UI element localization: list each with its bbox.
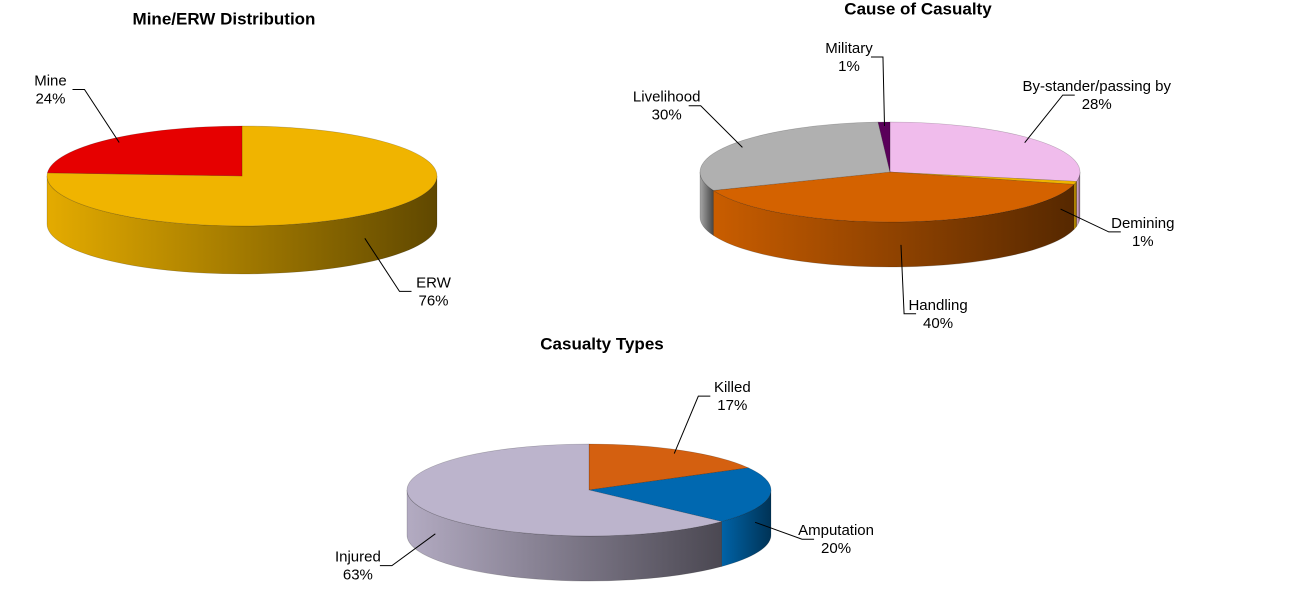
leader-line: [72, 88, 120, 143]
slice: [889, 171, 1078, 185]
slice-value-label: 1%: [838, 58, 860, 75]
leader-line: [673, 395, 711, 454]
slice: [588, 467, 772, 522]
slice-label: Mine: [34, 72, 67, 89]
slice-side: [1073, 180, 1077, 231]
slice-value-label: 1%: [1132, 233, 1154, 250]
slice-label: Handling: [908, 297, 967, 314]
slice: [406, 443, 722, 537]
leader-line: [688, 105, 743, 148]
slice-label: By-stander/passing by: [1023, 78, 1172, 95]
slice-side: [406, 489, 722, 582]
slice-label: Injured: [335, 549, 381, 566]
slice-value-label: 28%: [1082, 96, 1112, 113]
leader-line: [870, 56, 886, 127]
slice: [46, 125, 438, 227]
leader-line: [379, 533, 436, 567]
slice: [46, 125, 243, 177]
slice: [699, 121, 891, 191]
slice-value-label: 76%: [418, 292, 448, 309]
slice-label: Killed: [714, 379, 751, 396]
slice-label: Military: [825, 40, 873, 57]
slice-label: Livelihood: [633, 89, 701, 106]
slice-value-label: 20%: [821, 540, 851, 557]
slice-value-label: 40%: [923, 315, 953, 332]
chart-title: Cause of Casualty: [844, 0, 992, 18]
slice-label: Demining: [1111, 215, 1174, 232]
slice-value-label: 63%: [343, 567, 373, 584]
slice-value-label: 30%: [652, 107, 682, 124]
chart-title: Mine/ERW Distribution: [133, 9, 316, 28]
leader-line: [754, 521, 815, 540]
leader-line: [364, 238, 412, 292]
slice-value-label: 24%: [35, 90, 65, 107]
slice-label: Amputation: [798, 522, 874, 539]
slice: [712, 171, 1075, 223]
slice: [588, 443, 750, 491]
leader-line: [1060, 208, 1121, 233]
slice-label: ERW: [416, 274, 452, 291]
leader-line: [900, 244, 917, 315]
leader-line: [1024, 94, 1075, 143]
chart-title: Casualty Types: [540, 334, 663, 353]
slice-value-label: 17%: [717, 397, 747, 414]
slice: [889, 121, 1081, 182]
